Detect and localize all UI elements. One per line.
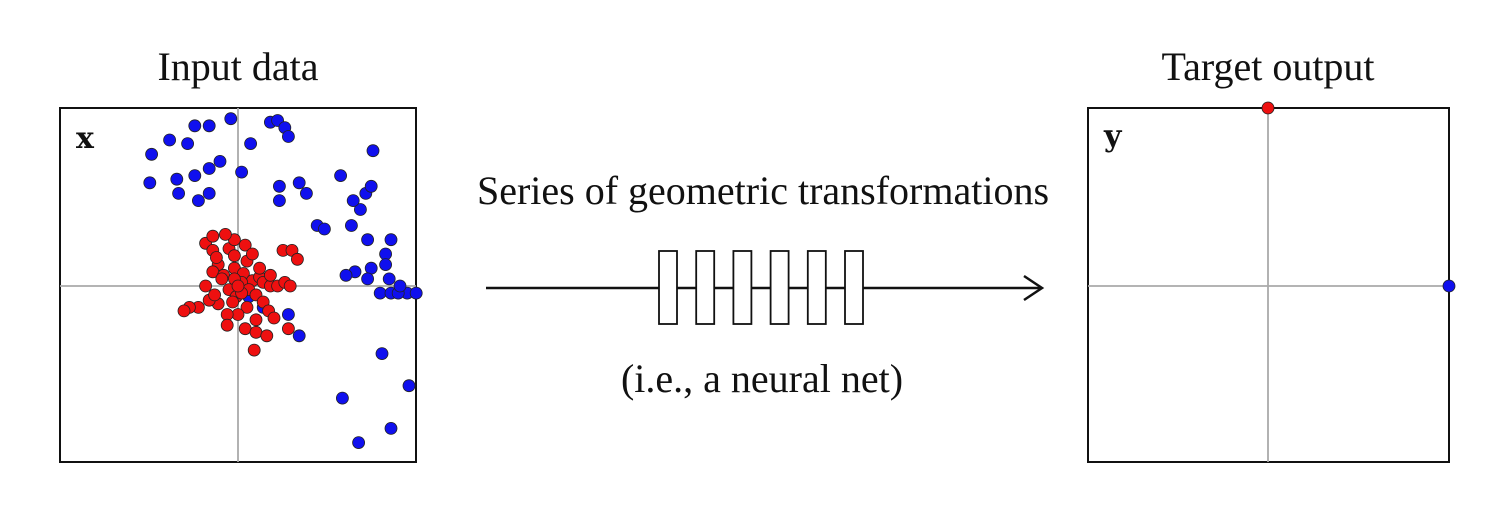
blue-data-point bbox=[384, 233, 398, 247]
red-data-point bbox=[283, 279, 297, 293]
input-panel: Input data x bbox=[59, 44, 423, 463]
blue-data-point bbox=[382, 272, 396, 286]
red-data-point bbox=[281, 322, 295, 336]
layer-box bbox=[806, 250, 827, 325]
blue-data-point bbox=[188, 119, 202, 133]
layer-box bbox=[769, 250, 790, 325]
blue-data-point bbox=[191, 194, 205, 208]
red-data-point bbox=[267, 311, 281, 325]
output-panel: Target output y bbox=[1087, 44, 1456, 463]
blue-data-point bbox=[244, 137, 258, 151]
red-data-point bbox=[249, 313, 263, 327]
layer-box bbox=[844, 250, 864, 325]
blue-data-point bbox=[375, 347, 389, 361]
layer-box bbox=[658, 250, 678, 325]
blue-data-point bbox=[361, 272, 375, 286]
blue-data-point bbox=[145, 147, 159, 161]
blue-data-point bbox=[379, 258, 393, 272]
red-data-point bbox=[238, 238, 252, 252]
blue-data-point bbox=[292, 329, 306, 343]
blue-data-point bbox=[361, 233, 375, 247]
blue-data-point bbox=[224, 112, 238, 126]
red-data-point bbox=[263, 268, 277, 282]
output-title: Target output bbox=[1161, 44, 1374, 89]
output-scatter bbox=[1261, 101, 1456, 293]
blue-data-point bbox=[170, 172, 184, 186]
blue-data-point bbox=[281, 308, 295, 321]
blue-data-point bbox=[353, 203, 367, 216]
blue-data-point bbox=[292, 176, 306, 190]
blue-data-point bbox=[1442, 279, 1456, 293]
blue-data-point bbox=[393, 279, 407, 293]
blue-data-point bbox=[188, 169, 202, 183]
blue-data-point bbox=[213, 154, 227, 168]
red-data-point bbox=[206, 229, 220, 243]
blue-data-point bbox=[366, 144, 380, 158]
blue-data-point bbox=[202, 186, 216, 200]
input-title: Input data bbox=[157, 44, 318, 89]
neural-net-layers bbox=[658, 250, 864, 325]
red-data-point bbox=[215, 272, 229, 286]
blue-data-point bbox=[346, 194, 360, 208]
red-data-point bbox=[199, 279, 213, 293]
transformation-pipeline: Series of geometric transformations (i.e… bbox=[477, 168, 1049, 401]
red-data-point bbox=[245, 247, 259, 261]
blue-data-point bbox=[202, 119, 216, 133]
red-data-point bbox=[240, 300, 254, 314]
blue-data-point bbox=[352, 436, 366, 450]
red-data-point bbox=[226, 295, 240, 309]
red-data-point bbox=[290, 252, 304, 266]
blue-data-point bbox=[384, 421, 398, 435]
red-data-point bbox=[227, 249, 241, 263]
red-data-point bbox=[220, 318, 234, 332]
input-scatter bbox=[143, 112, 423, 450]
red-data-point bbox=[1261, 101, 1275, 115]
red-data-point bbox=[253, 261, 267, 275]
blue-data-point bbox=[235, 165, 249, 179]
blue-data-point bbox=[299, 186, 313, 200]
arrow-head-icon bbox=[1023, 274, 1045, 302]
red-data-point bbox=[231, 308, 245, 321]
red-data-point bbox=[247, 343, 261, 357]
layer-box bbox=[695, 250, 716, 325]
blue-data-point bbox=[409, 286, 423, 300]
blue-data-point bbox=[317, 222, 331, 236]
red-data-point bbox=[249, 325, 263, 339]
blue-data-point bbox=[364, 179, 378, 193]
input-var-label: x bbox=[76, 121, 95, 156]
blue-data-point bbox=[272, 179, 286, 193]
blue-data-point bbox=[181, 137, 195, 151]
blue-data-point bbox=[344, 219, 358, 232]
blue-data-point bbox=[364, 261, 378, 275]
blue-data-point bbox=[281, 130, 295, 143]
red-data-point bbox=[218, 227, 232, 241]
blue-data-point bbox=[272, 194, 286, 208]
blue-data-point bbox=[172, 186, 186, 200]
red-data-point bbox=[231, 279, 245, 293]
blue-data-point bbox=[163, 133, 177, 147]
blue-data-point bbox=[339, 268, 353, 282]
red-data-point bbox=[209, 251, 223, 264]
blue-data-point bbox=[143, 176, 157, 190]
output-var-label: y bbox=[1103, 119, 1123, 154]
pipeline-caption-bottom: (i.e., a neural net) bbox=[621, 356, 903, 401]
blue-data-point bbox=[334, 169, 348, 183]
layer-box bbox=[732, 250, 753, 325]
red-data-point bbox=[220, 308, 234, 321]
blue-data-point bbox=[402, 379, 416, 393]
red-data-point bbox=[177, 304, 191, 318]
blue-data-point bbox=[202, 162, 216, 175]
red-data-point bbox=[238, 322, 252, 336]
red-data-point bbox=[260, 329, 274, 343]
red-data-point bbox=[208, 288, 222, 302]
blue-data-point bbox=[335, 391, 349, 405]
pipeline-caption-top: Series of geometric transformations bbox=[477, 168, 1049, 213]
blue-data-point bbox=[373, 286, 387, 300]
